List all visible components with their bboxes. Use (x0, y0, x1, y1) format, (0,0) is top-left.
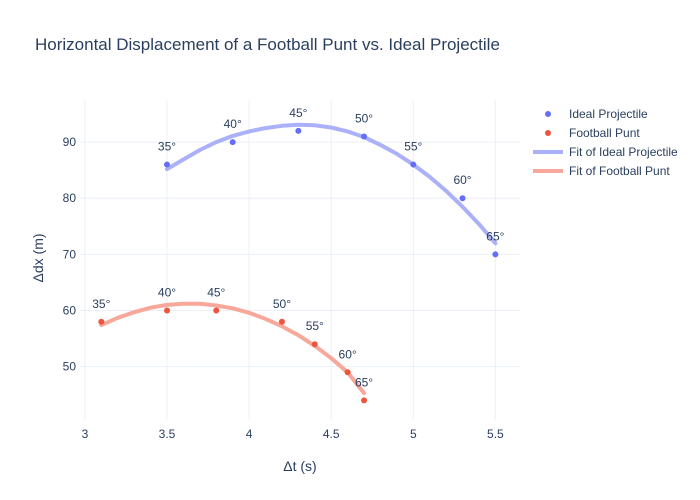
data-point[interactable] (344, 369, 351, 376)
point-label: 45° (289, 106, 307, 120)
fit-lines (99, 122, 498, 396)
data-point[interactable] (164, 307, 171, 314)
x-tick-label: 5 (410, 427, 417, 441)
point-label: 35° (92, 297, 110, 311)
chart-title: Horizontal Displacement of a Football Pu… (35, 35, 500, 54)
point-label: 65° (355, 375, 373, 389)
data-point[interactable] (213, 307, 220, 314)
data-point[interactable] (98, 318, 105, 325)
y-axis-title: Δdx (m) (30, 233, 46, 282)
legend-item[interactable]: Ideal Projectile (545, 107, 648, 121)
y-tick-label: 90 (63, 135, 77, 149)
x-tick-label: 3.5 (159, 427, 176, 441)
point-labels: 35° 40° 45° 50° 55° 60° 65° 35° 40° 45° 50° 55° 60° 6… (92, 106, 504, 389)
point-label: 40° (224, 117, 242, 131)
point-label: 40° (158, 286, 176, 300)
x-ticks: 3 3.5 4 4.5 5 5.5 (82, 427, 504, 441)
point-label: 55° (306, 319, 324, 333)
point-label: 50° (273, 297, 291, 311)
legend-label: Football Punt (569, 126, 640, 140)
data-point[interactable] (164, 161, 171, 168)
y-tick-label: 70 (63, 247, 77, 261)
legend-label: Fit of Football Punt (569, 164, 670, 178)
data-point[interactable] (229, 139, 236, 146)
legend-item[interactable]: Fit of Football Punt (533, 164, 670, 178)
data-point[interactable] (278, 318, 285, 325)
x-tick-label: 4 (246, 427, 253, 441)
data-point[interactable] (295, 127, 302, 134)
point-label: 45° (207, 286, 225, 300)
legend[interactable]: Ideal Projectile Football Punt Fit of Idea… (533, 107, 678, 178)
data-point[interactable] (492, 251, 499, 258)
point-label: 65° (486, 229, 504, 243)
grid (80, 100, 520, 420)
data-point[interactable] (311, 341, 318, 348)
x-tick-label: 4.5 (323, 427, 340, 441)
fit-line (99, 301, 366, 396)
data-points (98, 127, 499, 404)
legend-marker (545, 111, 551, 117)
x-tick-label: 3 (82, 427, 89, 441)
y-tick-label: 50 (63, 360, 77, 374)
point-label: 50° (355, 111, 373, 125)
legend-marker (545, 130, 551, 136)
point-label: 35° (158, 140, 176, 154)
data-point[interactable] (361, 133, 368, 140)
x-axis-title: Δt (s) (283, 458, 316, 474)
y-ticks: 50 60 70 80 90 (63, 135, 77, 374)
point-label: 60° (339, 347, 357, 361)
y-tick-label: 60 (63, 304, 77, 318)
data-point[interactable] (459, 195, 466, 202)
data-point[interactable] (361, 397, 368, 404)
point-label: 60° (453, 173, 471, 187)
y-tick-label: 80 (63, 191, 77, 205)
x-tick-label: 5.5 (487, 427, 504, 441)
legend-item[interactable]: Fit of Ideal Projectile (533, 145, 678, 159)
legend-item[interactable]: Football Punt (545, 126, 640, 140)
legend-label: Fit of Ideal Projectile (569, 145, 678, 159)
data-point[interactable] (410, 161, 417, 168)
legend-label: Ideal Projectile (569, 107, 648, 121)
point-label: 55° (404, 140, 422, 154)
fit-line (165, 122, 498, 246)
